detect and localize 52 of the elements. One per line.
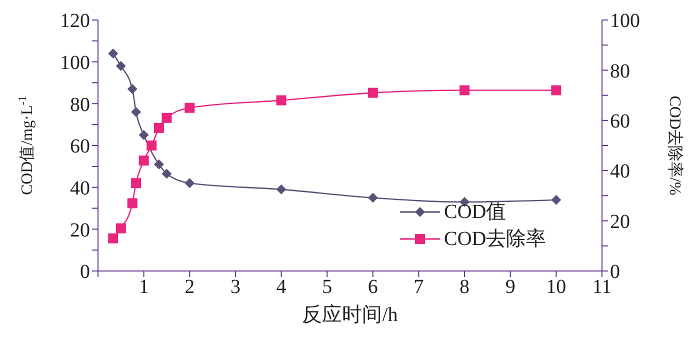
x-tick-label: 9 bbox=[505, 276, 516, 298]
point bbox=[131, 107, 142, 118]
point bbox=[116, 223, 126, 234]
y2-tick-label: 0 bbox=[610, 261, 620, 284]
point bbox=[138, 130, 149, 140]
point bbox=[108, 233, 118, 244]
x-tick-label: 10 bbox=[546, 276, 566, 298]
legend-label: COD去除率 bbox=[444, 227, 546, 252]
y-tick-label: 100 bbox=[60, 52, 90, 74]
point bbox=[154, 159, 164, 170]
y2-axis-title: COD去除率/% bbox=[666, 96, 684, 196]
point bbox=[368, 192, 378, 203]
point bbox=[162, 112, 172, 123]
x-tick-label: 7 bbox=[414, 276, 424, 298]
y2-tick-label: 80 bbox=[610, 60, 630, 82]
y2-tick-label: 40 bbox=[610, 160, 630, 183]
x-tick-label: 4 bbox=[276, 276, 286, 298]
point bbox=[146, 140, 157, 150]
point bbox=[116, 61, 126, 72]
point bbox=[127, 198, 138, 208]
x-tick-label: 8 bbox=[460, 276, 470, 298]
y2-tick-label: 60 bbox=[610, 110, 630, 132]
point bbox=[551, 85, 562, 96]
y-tick-label: 40 bbox=[70, 177, 90, 200]
x-tick-label: 2 bbox=[184, 276, 195, 298]
point bbox=[184, 178, 195, 188]
y-tick-label: 60 bbox=[70, 136, 90, 158]
point bbox=[551, 194, 562, 205]
y-tick-label: 80 bbox=[70, 94, 90, 116]
y-tick-label: 0 bbox=[80, 261, 90, 284]
legend-label: COD值 bbox=[444, 200, 506, 225]
x-tick-label: 1 bbox=[138, 276, 149, 298]
x-tick-label: 11 bbox=[592, 276, 612, 298]
x-tick-label: 3 bbox=[230, 276, 240, 298]
x-axis-title: 反应时间/h bbox=[302, 304, 398, 326]
x-tick-label: 6 bbox=[368, 276, 378, 298]
point bbox=[276, 184, 286, 194]
point bbox=[460, 85, 470, 96]
point bbox=[127, 84, 138, 94]
x-tick-label: 5 bbox=[322, 276, 332, 298]
point bbox=[154, 122, 164, 133]
point bbox=[184, 102, 195, 113]
y2-tick-label: 100 bbox=[610, 10, 640, 32]
point bbox=[108, 48, 118, 58]
point bbox=[138, 156, 149, 166]
point bbox=[162, 168, 172, 179]
point bbox=[131, 178, 142, 188]
y-tick-label: 120 bbox=[60, 10, 90, 32]
point bbox=[368, 88, 378, 98]
point bbox=[276, 95, 286, 106]
y-tick-label: 20 bbox=[70, 219, 90, 242]
y2-tick-label: 20 bbox=[610, 210, 630, 233]
